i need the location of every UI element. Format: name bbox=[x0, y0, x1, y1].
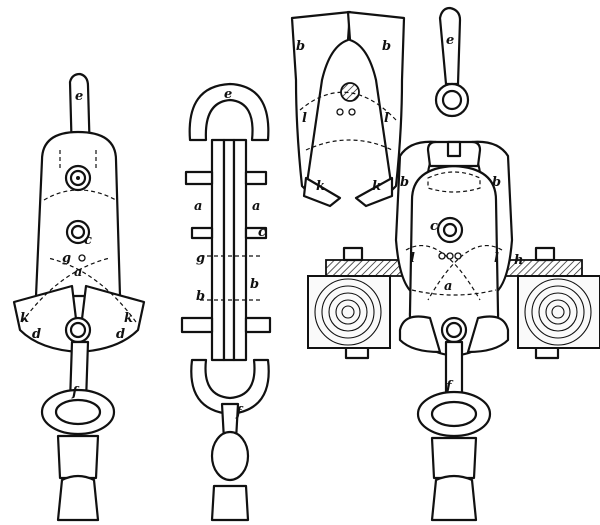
jaw-arm-right-b bbox=[346, 10, 406, 192]
label-k-open-left: k bbox=[316, 179, 325, 194]
label-c-assembled: c bbox=[430, 219, 438, 234]
label-c: c bbox=[84, 233, 92, 248]
label-d-left: d bbox=[32, 327, 41, 342]
small-pins bbox=[438, 252, 462, 260]
label-k-left: k bbox=[20, 311, 29, 326]
label-k-open-right: k bbox=[372, 179, 381, 194]
label-l-assembled-right: l bbox=[494, 251, 499, 266]
bolt-c bbox=[190, 226, 268, 240]
label-b-side-left: b bbox=[196, 289, 205, 304]
label-a-side-left: a bbox=[194, 199, 202, 214]
label-a-assembled: a bbox=[444, 279, 452, 294]
label-e: e bbox=[75, 89, 83, 104]
figure-assembled-clamp: b b c l l h a f bbox=[307, 140, 600, 522]
side-plate-left bbox=[210, 138, 226, 362]
center-bolt-c bbox=[65, 219, 91, 245]
label-e-detail: e bbox=[446, 33, 454, 48]
chain-link-side bbox=[210, 430, 250, 482]
label-g: g bbox=[62, 251, 71, 266]
lever-e bbox=[438, 6, 462, 86]
timber-right bbox=[517, 275, 600, 349]
lower-wing-right bbox=[466, 315, 510, 354]
bolt-bottom bbox=[180, 316, 272, 334]
shackle-e bbox=[188, 82, 270, 142]
label-b-side-right: b bbox=[250, 277, 259, 292]
label-e-side: e bbox=[224, 87, 232, 102]
label-l-open-left: l bbox=[302, 111, 307, 126]
figure-side-view: e a a c g b b f bbox=[180, 82, 272, 522]
label-l-assembled-left: l bbox=[410, 251, 415, 266]
tail-right-k bbox=[354, 176, 394, 208]
label-h: h bbox=[514, 253, 523, 268]
label-f-side: f bbox=[235, 405, 244, 420]
chain-link bbox=[56, 434, 100, 480]
label-b-open-right: b bbox=[382, 39, 391, 54]
label-g-side: g bbox=[196, 251, 205, 266]
bottom-pin-assembled bbox=[440, 316, 468, 344]
pivot-section bbox=[340, 82, 360, 102]
bolt-top bbox=[184, 170, 268, 186]
label-b-assembled-left: b bbox=[400, 175, 409, 190]
timber-left-rings bbox=[314, 278, 382, 346]
label-l-open-right: l bbox=[384, 111, 389, 126]
label-f: f bbox=[71, 385, 80, 400]
tail-left-k bbox=[302, 176, 342, 208]
timber-left bbox=[307, 275, 391, 349]
shackle-bottom bbox=[190, 358, 270, 416]
label-k-right: k bbox=[124, 311, 133, 326]
side-plate-right bbox=[232, 138, 248, 362]
timber-right-rings bbox=[524, 278, 592, 346]
bottom-pin bbox=[64, 316, 92, 344]
label-d-right: d bbox=[116, 327, 125, 342]
top-pin bbox=[64, 164, 92, 192]
label-b-open-left: b bbox=[296, 39, 305, 54]
label-a-side-right: a bbox=[252, 199, 260, 214]
jaw-arm-left-b bbox=[290, 10, 352, 192]
figure-lever-detail: e bbox=[434, 6, 470, 118]
label-b-assembled-right: b bbox=[492, 175, 501, 190]
center-bolt-c-assembled bbox=[436, 216, 464, 244]
label-a: a bbox=[74, 265, 82, 280]
pin-g bbox=[78, 254, 86, 262]
figure-open-jaws: b b l l k k bbox=[290, 10, 406, 208]
jaw-body bbox=[34, 130, 122, 298]
figure-front-view: e c g a k k d d f bbox=[12, 72, 146, 522]
middle-plate bbox=[222, 138, 236, 362]
label-f-assembled: f bbox=[445, 379, 454, 394]
lower-wing-left bbox=[398, 315, 442, 354]
label-c-side: c bbox=[258, 225, 266, 240]
